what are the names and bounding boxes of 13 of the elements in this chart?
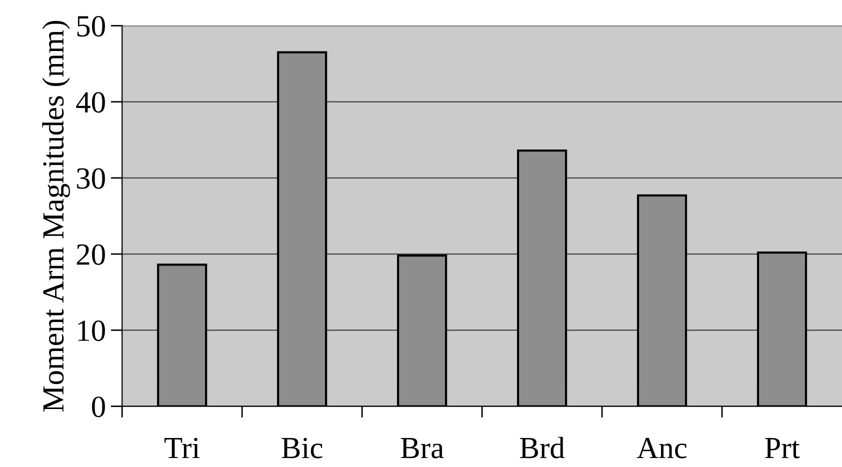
y-tick-label: 20 [76, 244, 105, 265]
y-tick-label: 50 [77, 16, 105, 37]
y-tick-label: 0 [92, 396, 105, 418]
y-tick-label: 30 [77, 168, 105, 189]
x-tick-label: Bra [400, 438, 444, 458]
x-tick-label: Prt [765, 438, 800, 458]
y-axis-title: Moment Arm Magnitudes (mm) [42, 20, 70, 412]
x-tick-label: Tri [164, 438, 200, 458]
x-tick-label: Bic [282, 438, 322, 458]
x-tick-label: Anc [636, 438, 687, 458]
y-tick-label: 40 [76, 92, 105, 113]
y-tick-label: 10 [78, 320, 105, 342]
x-tick-label: Brd [520, 436, 565, 458]
